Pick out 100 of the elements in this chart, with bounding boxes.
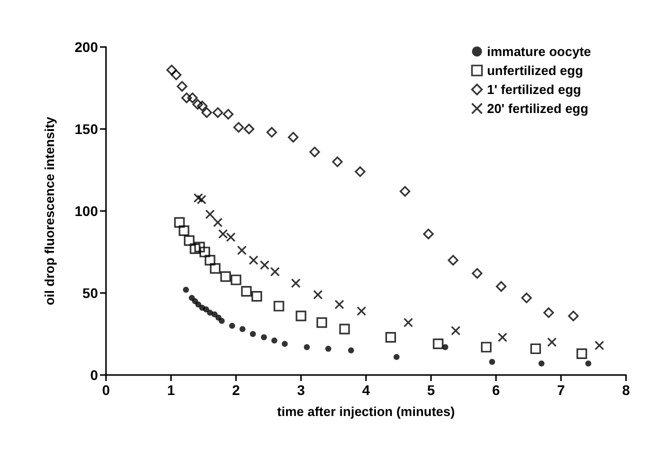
point bbox=[184, 235, 194, 246]
point bbox=[568, 310, 579, 322]
point bbox=[181, 92, 192, 104]
point bbox=[394, 354, 400, 360]
point bbox=[260, 334, 267, 340]
point bbox=[252, 290, 262, 302]
point bbox=[480, 342, 492, 352]
point bbox=[233, 122, 244, 133]
point bbox=[332, 156, 343, 168]
point bbox=[274, 300, 284, 312]
x-tick-label: 2 bbox=[232, 382, 240, 398]
point bbox=[498, 332, 508, 342]
point bbox=[472, 268, 482, 279]
point bbox=[423, 228, 434, 240]
y-axis-title: oil drop fluorescence intensity bbox=[42, 116, 57, 306]
point bbox=[240, 326, 246, 332]
point bbox=[166, 64, 177, 76]
point bbox=[543, 307, 554, 318]
point bbox=[229, 322, 236, 329]
point bbox=[203, 306, 210, 312]
x-tick-label: 8 bbox=[622, 382, 630, 398]
y-tick-label: 0 bbox=[90, 367, 98, 383]
point bbox=[304, 344, 310, 350]
point bbox=[403, 318, 414, 328]
x-axis-title: time after injection (minutes) bbox=[277, 404, 455, 419]
point bbox=[325, 346, 332, 352]
y-tick-label: 100 bbox=[74, 203, 98, 219]
x-tick-label: 0 bbox=[102, 382, 110, 398]
point bbox=[270, 266, 280, 276]
point bbox=[194, 193, 204, 203]
y-tick-label: 50 bbox=[82, 285, 98, 301]
x-tick-label: 7 bbox=[557, 382, 566, 398]
point bbox=[339, 324, 350, 334]
point bbox=[190, 243, 200, 254]
point bbox=[594, 340, 604, 350]
point bbox=[244, 124, 254, 134]
point bbox=[313, 290, 323, 300]
point bbox=[250, 331, 256, 337]
x-tick-label: 4 bbox=[362, 382, 370, 398]
point bbox=[288, 132, 298, 142]
point bbox=[489, 358, 496, 365]
point bbox=[230, 274, 242, 286]
point bbox=[200, 246, 210, 258]
point bbox=[400, 186, 410, 197]
point bbox=[432, 338, 444, 350]
point bbox=[196, 194, 206, 204]
point bbox=[260, 260, 270, 270]
point bbox=[291, 278, 301, 288]
point bbox=[309, 146, 320, 158]
point bbox=[530, 343, 541, 354]
legend-label: unfertilized egg bbox=[486, 63, 584, 78]
point bbox=[195, 301, 202, 308]
point bbox=[196, 100, 208, 112]
point bbox=[194, 242, 205, 252]
point bbox=[178, 225, 190, 236]
point bbox=[296, 310, 306, 322]
point bbox=[218, 229, 228, 239]
point bbox=[182, 286, 189, 293]
point bbox=[354, 166, 366, 177]
point bbox=[385, 332, 396, 343]
point bbox=[496, 281, 506, 292]
point bbox=[576, 348, 588, 359]
point bbox=[201, 107, 212, 118]
y-tick-label: 200 bbox=[74, 39, 98, 55]
point bbox=[448, 254, 458, 266]
x-tick-label: 6 bbox=[492, 382, 500, 398]
point bbox=[241, 286, 252, 297]
point bbox=[316, 317, 328, 328]
point bbox=[218, 318, 225, 324]
legend-label: 1' fertilized egg bbox=[486, 82, 582, 97]
y-tick-label: 150 bbox=[74, 121, 98, 137]
point bbox=[210, 263, 220, 274]
x-tick-label: 5 bbox=[427, 382, 436, 398]
point bbox=[204, 254, 216, 266]
point bbox=[222, 108, 234, 120]
point bbox=[282, 340, 288, 347]
point bbox=[348, 347, 354, 354]
x-tick-label: 1 bbox=[167, 382, 176, 398]
point bbox=[174, 217, 185, 228]
point bbox=[271, 338, 278, 344]
point bbox=[170, 70, 182, 80]
point bbox=[334, 300, 344, 310]
point bbox=[450, 326, 460, 336]
point bbox=[187, 92, 198, 104]
point bbox=[266, 126, 278, 138]
x-tick-label: 3 bbox=[297, 382, 306, 398]
point bbox=[220, 271, 231, 282]
legend-label: 20' fertilized egg bbox=[486, 101, 588, 116]
point bbox=[521, 292, 532, 304]
point bbox=[538, 360, 544, 367]
point bbox=[212, 107, 224, 118]
point bbox=[205, 209, 215, 220]
point bbox=[176, 81, 188, 92]
point bbox=[226, 232, 236, 242]
point bbox=[248, 255, 258, 265]
point bbox=[585, 360, 592, 367]
legend-label: immature oocyte bbox=[486, 44, 592, 59]
point bbox=[547, 337, 557, 347]
point bbox=[213, 218, 223, 228]
point bbox=[192, 99, 203, 110]
